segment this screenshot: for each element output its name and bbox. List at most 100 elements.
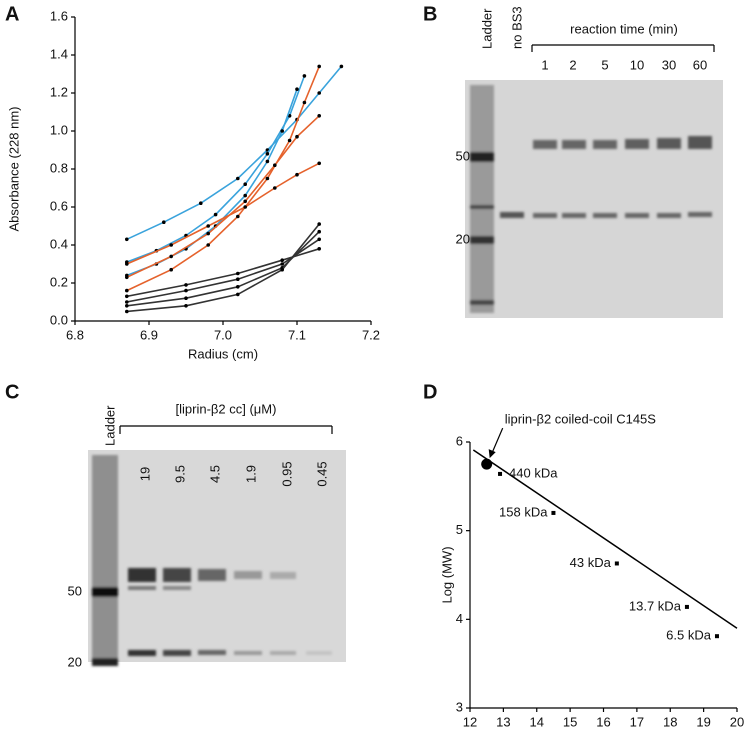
x-tick-label: 13 — [496, 714, 510, 729]
y-axis-label: Log (MW) — [439, 546, 454, 603]
ladder-label: Ladder — [102, 405, 117, 446]
data-point — [236, 292, 240, 297]
standard-label: 158 kDa — [499, 504, 548, 519]
gel-b — [465, 80, 723, 318]
standard-label: 13.7 kDa — [629, 598, 682, 613]
group-label: reaction time (min) — [570, 21, 678, 36]
data-point — [184, 296, 188, 301]
y-tick-label: 1.6 — [50, 8, 68, 23]
ladder-label: Ladder — [479, 8, 494, 49]
x-tick-label: 18 — [663, 714, 677, 729]
sample-point — [481, 458, 493, 470]
y-axis-label: Absorbance (228 nm) — [6, 106, 21, 231]
group-label: [liprin-β2 cc] (μM) — [176, 401, 277, 416]
standard-label: 6.5 kDa — [666, 628, 712, 643]
x-tick-label: 17 — [630, 714, 644, 729]
fit-line — [126, 162, 320, 265]
standard-point — [714, 634, 719, 639]
data-point — [317, 64, 322, 69]
data-point — [317, 161, 322, 166]
data-point — [199, 201, 203, 205]
data-point — [236, 277, 240, 282]
data-point — [265, 152, 270, 156]
fit-line — [126, 75, 306, 263]
data-point — [317, 237, 322, 242]
data-point — [243, 182, 247, 186]
data-point — [125, 275, 129, 280]
lane-label: 10 — [630, 57, 644, 72]
control-label: no BS3 — [509, 6, 524, 49]
fit-line — [126, 238, 320, 303]
data-point — [206, 243, 210, 247]
arrow-head — [488, 449, 496, 459]
y-tick-label: 0.6 — [50, 198, 68, 213]
lane-label: 9.5 — [172, 465, 187, 483]
data-point — [206, 231, 210, 236]
data-point — [125, 304, 129, 308]
data-point — [317, 229, 322, 234]
lane-label: 5 — [601, 57, 608, 72]
data-point — [125, 288, 129, 293]
lane-label: 4.5 — [207, 465, 222, 483]
x-tick-label: 15 — [563, 714, 577, 729]
data-point — [125, 300, 129, 304]
standard-point — [614, 561, 619, 566]
fit-line — [126, 88, 298, 277]
lane-label: 0.45 — [314, 461, 329, 486]
lane-label: 19 — [137, 467, 152, 481]
x-tick-label: 7.1 — [288, 327, 306, 342]
lane-label: 60 — [693, 57, 707, 72]
panel-letter: A — [5, 3, 19, 25]
y-tick-label: 1.0 — [50, 122, 68, 137]
data-point — [339, 64, 344, 69]
fit-line — [126, 65, 343, 241]
annotation: liprin-β2 coiled-coil C145S — [505, 412, 657, 427]
x-tick-label: 6.8 — [66, 327, 84, 342]
data-point — [295, 172, 299, 177]
panel-letter: B — [423, 3, 437, 25]
data-point — [295, 87, 299, 91]
data-point — [280, 267, 285, 272]
data-point — [287, 138, 292, 143]
data-point — [280, 262, 285, 266]
data-point — [243, 205, 247, 209]
y-tick-label: 1.2 — [50, 84, 68, 99]
standard-label: 43 kDa — [570, 555, 612, 570]
data-point — [317, 114, 322, 118]
x-tick-label: 7.2 — [362, 327, 380, 342]
data-point — [236, 285, 240, 289]
y-tick-label: 4 — [456, 611, 463, 626]
lane-label: 30 — [662, 57, 676, 72]
marker-label: 20 — [68, 654, 82, 669]
data-point — [125, 237, 129, 242]
data-point — [184, 304, 188, 308]
marker-label: 50 — [68, 583, 82, 598]
y-tick-label: 0.4 — [50, 236, 68, 251]
lane-label: 2 — [569, 57, 576, 72]
lane-label: 1 — [541, 57, 548, 72]
x-axis-label: Elution Volume (mL) — [545, 733, 662, 736]
data-point — [265, 159, 270, 164]
data-point — [302, 100, 307, 105]
data-point — [162, 220, 166, 224]
data-point — [273, 163, 277, 167]
standard-point — [498, 471, 503, 476]
standard-label: 440 kDa — [509, 465, 558, 480]
y-tick-label: 0.8 — [50, 160, 68, 175]
data-point — [236, 271, 240, 276]
data-point — [125, 294, 129, 299]
data-point — [302, 74, 307, 78]
data-point — [125, 309, 129, 314]
x-tick-label: 14 — [530, 714, 544, 729]
data-point — [236, 214, 240, 219]
marker-label: 50 — [456, 148, 470, 163]
panel-letter: C — [5, 381, 19, 403]
data-point — [280, 129, 285, 133]
data-point — [243, 193, 247, 198]
gel-b-bands — [470, 85, 712, 313]
data-point — [169, 267, 173, 272]
data-point — [273, 186, 277, 190]
data-point — [317, 222, 322, 226]
marker-label: 20 — [456, 231, 470, 246]
